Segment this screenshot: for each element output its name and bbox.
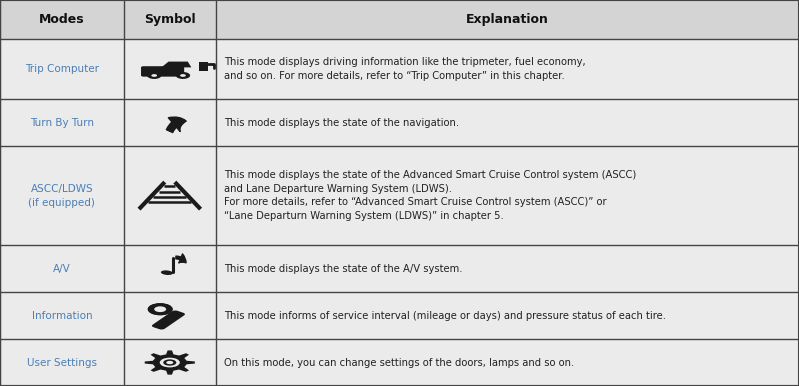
Ellipse shape — [161, 270, 173, 275]
Bar — [216, 339, 799, 386]
Bar — [124, 146, 216, 245]
Bar — [0, 292, 124, 339]
Polygon shape — [145, 350, 195, 375]
Text: On this mode, you can change settings of the doors, lamps and so on.: On this mode, you can change settings of… — [224, 357, 574, 367]
Text: Trip Computer: Trip Computer — [25, 64, 99, 74]
Bar — [216, 0, 799, 39]
Text: This mode displays the state of the Advanced Smart Cruise Control system (ASCC)
: This mode displays the state of the Adva… — [224, 170, 636, 221]
Circle shape — [166, 361, 173, 364]
Text: This mode informs of service interval (mileage or days) and pressure status of e: This mode informs of service interval (m… — [224, 311, 666, 321]
Bar — [0, 39, 124, 99]
Circle shape — [154, 306, 166, 312]
Bar — [124, 245, 216, 292]
Bar — [216, 292, 799, 339]
Bar — [0, 339, 124, 386]
Circle shape — [148, 303, 173, 315]
Polygon shape — [161, 62, 192, 68]
Bar — [199, 62, 208, 71]
Bar — [124, 339, 216, 386]
Text: Modes: Modes — [39, 13, 85, 26]
Text: Explanation: Explanation — [466, 13, 549, 26]
Text: This mode displays driving information like the tripmeter, fuel economy,
and so : This mode displays driving information l… — [224, 57, 586, 81]
Text: Information: Information — [32, 311, 92, 321]
Circle shape — [163, 359, 177, 366]
FancyBboxPatch shape — [141, 66, 184, 77]
FancyArrowPatch shape — [176, 254, 186, 263]
Circle shape — [176, 72, 190, 79]
Circle shape — [180, 74, 186, 77]
Bar — [0, 0, 124, 39]
Bar — [0, 245, 124, 292]
Text: This mode displays the state of the A/V system.: This mode displays the state of the A/V … — [224, 264, 462, 274]
Bar — [124, 0, 216, 39]
Circle shape — [148, 303, 173, 315]
Circle shape — [147, 72, 161, 79]
Bar — [124, 292, 216, 339]
Bar — [0, 99, 124, 146]
Text: A/V: A/V — [53, 264, 71, 274]
Circle shape — [154, 306, 166, 312]
Text: Symbol: Symbol — [144, 13, 196, 26]
Bar — [216, 99, 799, 146]
Circle shape — [151, 74, 157, 77]
Bar — [216, 146, 799, 245]
Bar — [124, 39, 216, 99]
Text: This mode displays the state of the navigation.: This mode displays the state of the navi… — [224, 118, 459, 128]
Circle shape — [160, 358, 180, 367]
FancyBboxPatch shape — [152, 310, 185, 330]
Bar — [216, 245, 799, 292]
Text: User Settings: User Settings — [27, 357, 97, 367]
Bar — [0, 146, 124, 245]
Bar — [216, 39, 799, 99]
Text: Turn By Turn: Turn By Turn — [30, 118, 94, 128]
Text: ASCC/LDWS
(if equipped): ASCC/LDWS (if equipped) — [29, 184, 95, 208]
FancyArrowPatch shape — [166, 117, 186, 132]
Bar — [124, 99, 216, 146]
